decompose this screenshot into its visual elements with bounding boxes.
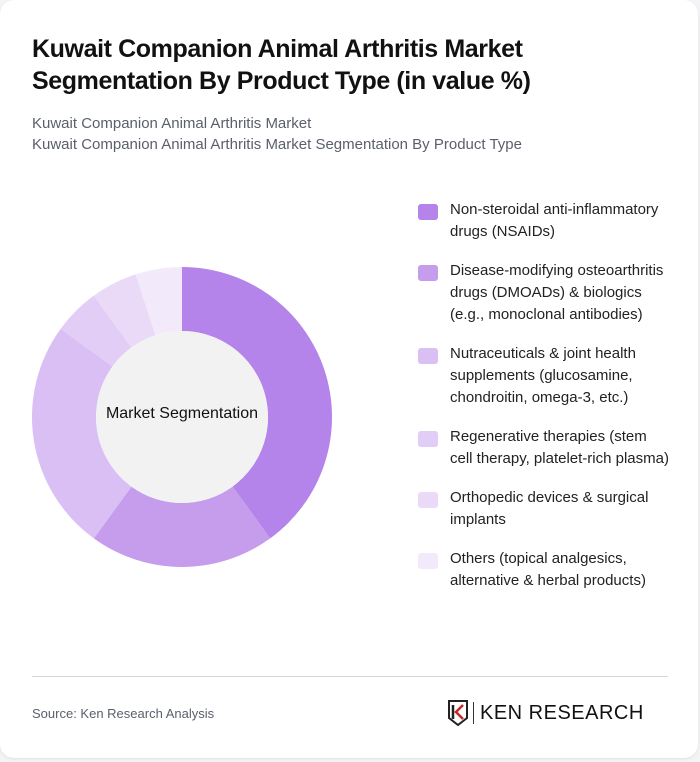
legend-swatch xyxy=(418,204,438,220)
ken-research-logo-icon xyxy=(448,700,468,726)
donut-slice xyxy=(135,267,182,336)
legend-label: Regenerative therapies (stem cell therap… xyxy=(450,428,669,467)
donut-slice xyxy=(93,486,271,567)
donut-hole xyxy=(96,331,268,503)
donut-slice xyxy=(93,274,156,348)
logo-text: KEN RESEARCH xyxy=(480,701,644,724)
legend-item: Regenerative therapies (stem cell therap… xyxy=(418,426,678,470)
footer-divider xyxy=(32,676,668,677)
legend-label: Nutraceuticals & joint health supplement… xyxy=(450,345,636,406)
legend-swatch xyxy=(418,348,438,364)
donut-center-label: Market Segmentation xyxy=(105,405,259,422)
legend-item: Orthopedic devices & surgical implants xyxy=(418,487,678,531)
legend-label: Disease-modifying osteoarthritis drugs (… xyxy=(450,262,664,323)
ken-research-logo: KEN RESEARCH xyxy=(447,700,644,726)
legend-label: Orthopedic devices & surgical implants xyxy=(450,489,649,528)
chart-legend: Non-steroidal anti-inflammatory drugs (N… xyxy=(418,199,678,609)
legend-item: Others (topical analgesics, alternative … xyxy=(418,548,678,592)
legend-item: Nutraceuticals & joint health supplement… xyxy=(418,343,678,409)
logo-separator xyxy=(473,702,474,724)
subtitle-line-1: Kuwait Companion Animal Arthritis Market xyxy=(32,115,312,132)
legend-label: Others (topical analgesics, alternative … xyxy=(450,550,646,589)
donut-slice xyxy=(32,328,132,539)
legend-item: Non-steroidal anti-inflammatory drugs (N… xyxy=(418,199,678,243)
donut-slice xyxy=(182,267,332,539)
legend-swatch xyxy=(418,553,438,569)
source-note: Source: Ken Research Analysis xyxy=(32,706,215,721)
legend-item: Disease-modifying osteoarthritis drugs (… xyxy=(418,260,678,326)
legend-label: Non-steroidal anti-inflammatory drugs (N… xyxy=(450,201,659,240)
subtitle: Kuwait Companion Animal Arthritis Market… xyxy=(32,113,522,155)
donut-chart xyxy=(32,267,332,567)
legend-swatch xyxy=(418,431,438,447)
subtitle-line-2: Kuwait Companion Animal Arthritis Market… xyxy=(32,136,522,153)
legend-swatch xyxy=(418,492,438,508)
page-title: Kuwait Companion Animal Arthritis Market… xyxy=(32,35,531,95)
legend-swatch xyxy=(418,265,438,281)
donut-slice xyxy=(60,295,132,367)
